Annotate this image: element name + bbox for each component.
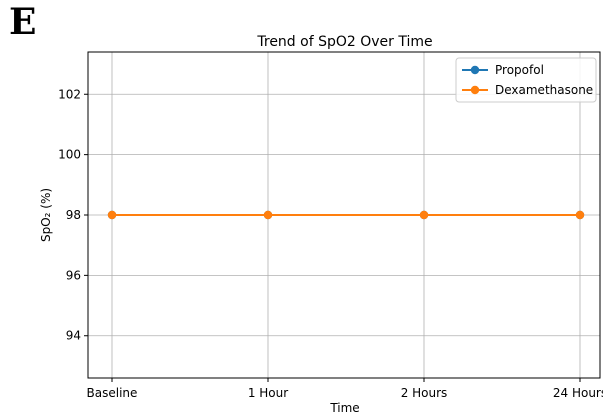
y-tick-label: 100 [58, 148, 81, 162]
y-tick-label: 102 [58, 87, 81, 101]
legend: Propofol Dexamethasone [455, 57, 597, 103]
data-point [107, 210, 117, 220]
series-dexamethasone [107, 210, 585, 220]
data-point [263, 210, 273, 220]
data-point [419, 210, 429, 220]
legend-label: Dexamethasone [495, 83, 593, 97]
x-axis-title: Time [329, 401, 359, 415]
legend-label: Propofol [495, 63, 544, 77]
y-tick-label: 96 [66, 268, 81, 282]
series-layer [107, 210, 585, 220]
x-ticks: Baseline 1 Hour 2 Hours 24 Hours [87, 378, 603, 400]
legend-entry: Dexamethasone [462, 83, 593, 97]
legend-marker [470, 65, 480, 75]
y-axis-title: SpO₂ (%) [39, 188, 53, 242]
legend-marker [470, 85, 480, 95]
legend-entry: Propofol [462, 63, 544, 77]
y-ticks: 94 96 98 100 102 [58, 87, 88, 343]
panel-letter: E [9, 1, 37, 43]
x-tick-label: Baseline [87, 386, 138, 400]
y-tick-label: 98 [66, 208, 81, 222]
x-tick-label: 24 Hours [553, 386, 603, 400]
legend-box [455, 57, 597, 103]
y-tick-label: 94 [66, 329, 81, 343]
x-tick-label: 1 Hour [248, 386, 288, 400]
x-tick-label: 2 Hours [401, 386, 448, 400]
chart-title: Trend of SpO2 Over Time [256, 34, 432, 50]
data-point [575, 210, 585, 220]
